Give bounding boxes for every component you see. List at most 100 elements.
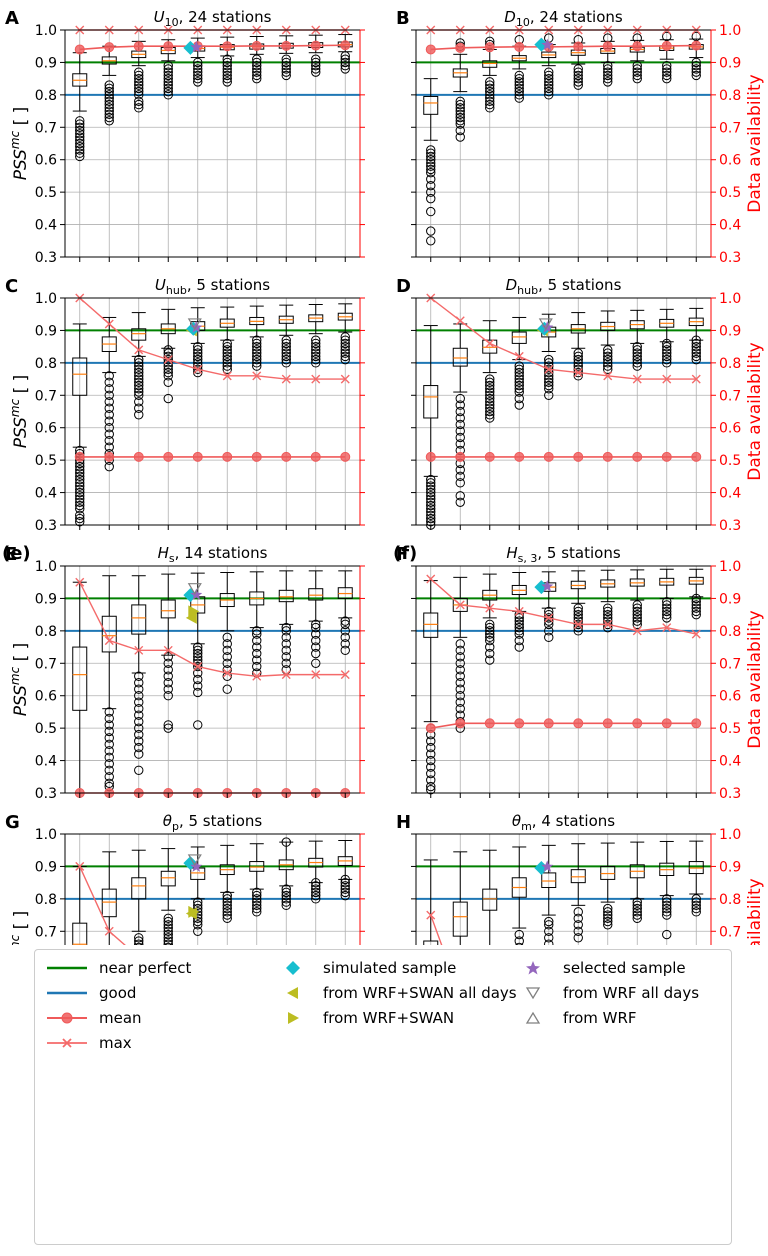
- box-outlier: [281, 658, 291, 668]
- max-availability-line: [79, 866, 126, 945]
- panel-title: θm, 4 stations: [512, 812, 615, 833]
- mean-availability-point: [661, 40, 672, 51]
- near-perfect-line-icon: [47, 966, 87, 970]
- boxplot: [423, 325, 439, 530]
- box-outlier: [222, 77, 232, 87]
- box-outlier: [281, 837, 291, 847]
- box-outlier: [573, 361, 583, 371]
- legend-item-max: max: [45, 1031, 132, 1055]
- y2-tick-label: 0.7: [719, 924, 741, 940]
- boxplot: [219, 306, 235, 375]
- y-tick-label: 0.3: [35, 518, 57, 534]
- boxplot: [249, 843, 265, 917]
- box-outlier: [75, 125, 85, 136]
- mean-availability-point: [573, 451, 584, 462]
- box-outlier: [544, 632, 554, 643]
- box-outlier: [281, 354, 291, 365]
- panel-title: U10, 24 stations: [154, 8, 272, 29]
- box-outlier: [485, 410, 495, 420]
- box-outlier: [340, 354, 350, 365]
- box-outlier: [514, 93, 524, 103]
- boxplot: [452, 576, 468, 733]
- box-outlier: [455, 658, 465, 668]
- y-axis-label: PSSmc [ ]: [8, 911, 31, 945]
- box-outlier: [222, 60, 232, 71]
- box-outlier: [222, 57, 232, 68]
- box-iqr: [600, 865, 616, 880]
- y-tick-label: 0.8: [35, 892, 57, 908]
- mean-availability-point: [543, 451, 554, 462]
- mean-availability-line: [430, 722, 697, 729]
- box-outlier: [163, 64, 173, 74]
- y-axis-label-unit: [ ]: [11, 911, 31, 935]
- box-outlier: [104, 86, 114, 97]
- box-outlier: [662, 67, 672, 77]
- box-outlier: [222, 345, 232, 355]
- max-availability-point: [544, 613, 554, 623]
- box-outlier: [426, 167, 436, 178]
- box-outlier: [163, 86, 173, 97]
- simulated-diamond-icon: [286, 961, 300, 975]
- title-variable: θ: [512, 812, 521, 830]
- panel-letter: H: [396, 812, 411, 833]
- box-outlier: [311, 60, 321, 71]
- box-outlier: [193, 920, 203, 930]
- y2-tick-label: 0.4: [719, 218, 741, 234]
- box-outlier: [603, 606, 613, 617]
- boxplot: [482, 849, 498, 945]
- box-outlier: [311, 642, 321, 652]
- box-outlier: [252, 903, 262, 914]
- box-outlier: [311, 648, 321, 659]
- box-outlier: [455, 426, 465, 436]
- box-outlier: [455, 99, 465, 110]
- box-iqr: [452, 901, 468, 937]
- box-outlier: [281, 632, 291, 643]
- y-axis-label-main: PSS: [11, 417, 31, 448]
- panel-title: Hs, 14 stations: [158, 544, 268, 565]
- legend-swatch-x: [62, 1038, 72, 1048]
- box-outlier: [134, 67, 144, 77]
- box-outlier: [281, 345, 291, 355]
- box-outlier: [455, 439, 465, 449]
- title-variable: H: [158, 544, 169, 562]
- box-outlier: [134, 939, 144, 945]
- box-outlier: [426, 474, 436, 485]
- legend-label: mean: [99, 1009, 142, 1027]
- box-outlier: [252, 345, 262, 355]
- box-outlier: [514, 73, 524, 84]
- y2-tick-label: 0.8: [719, 624, 741, 640]
- box-iqr: [72, 646, 88, 711]
- y2-axis-label: Data availability: [745, 610, 765, 748]
- legend-label: from WRF: [563, 1009, 637, 1027]
- box-outlier: [104, 83, 114, 94]
- box-outlier: [222, 890, 232, 901]
- box-outlier: [662, 348, 672, 358]
- legend-swatch: [287, 987, 298, 999]
- box-outlier: [662, 70, 672, 81]
- legend-swatch: [288, 1012, 299, 1024]
- wrf-all-days-marker: [538, 318, 553, 331]
- max-availability-point: [603, 371, 613, 381]
- title-subscript: hub: [166, 284, 187, 297]
- box-outlier: [75, 129, 85, 139]
- box-outlier: [632, 351, 642, 362]
- box-outlier: [311, 67, 321, 77]
- y-tick-label: 0.7: [35, 388, 57, 404]
- box-outlier: [163, 348, 173, 358]
- box-outlier: [662, 600, 672, 610]
- box-outlier: [632, 613, 642, 623]
- star-icon: [526, 961, 540, 975]
- box-outlier: [603, 70, 613, 81]
- box-outlier: [426, 762, 436, 772]
- box-outlier: [281, 622, 291, 633]
- box-outlier: [134, 723, 144, 733]
- box-outlier: [691, 57, 701, 68]
- max-availability-point: [311, 670, 321, 680]
- box-outlier: [691, 354, 701, 365]
- legend-label: good: [99, 984, 137, 1002]
- y-tick-label: 0.3: [35, 786, 57, 802]
- y-tick-label: 1.0: [35, 291, 57, 307]
- mean-availability-point: [691, 40, 702, 51]
- legend-item-wrf-swan-all: from WRF+SWAN all days: [273, 981, 517, 1005]
- box-outlier: [311, 894, 321, 904]
